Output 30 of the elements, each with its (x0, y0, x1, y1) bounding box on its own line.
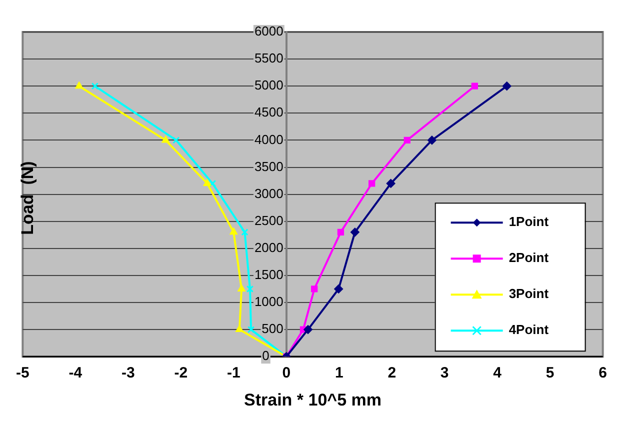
y-tick-label: 3000 (254, 186, 284, 201)
y-tick-label: 1500 (254, 267, 284, 282)
x-axis-title: Strain * 10^5 mm (244, 390, 382, 410)
x-tick-label: 6 (598, 364, 607, 382)
y-tick-label: 500 (262, 321, 284, 336)
y-tick-label: 5500 (254, 50, 284, 66)
y-tick-label: 2500 (254, 212, 284, 228)
x-tick-label: 2 (388, 364, 396, 382)
legend-label: 1Point (508, 214, 550, 230)
x-tick-label: 5 (546, 364, 554, 382)
x-tick-label: -5 (16, 364, 30, 382)
y-tick-label: 4500 (254, 104, 284, 120)
x-tick-label: 3 (440, 364, 449, 382)
x-tick-label: -4 (68, 364, 83, 382)
y-tick-label: 2000 (254, 240, 284, 255)
legend-label: 2Point (508, 250, 550, 266)
y-tick-label: 4000 (254, 132, 284, 147)
y-tick-label: 0 (262, 348, 270, 364)
x-tick-label: -3 (121, 364, 135, 382)
y-tick-label: 1000 (254, 294, 284, 310)
x-tick-label: 1 (334, 364, 344, 382)
y-tick-label: 3500 (254, 158, 284, 174)
y-tick-label: 6000 (254, 24, 284, 39)
y-tick-label: 5000 (254, 78, 284, 93)
y-axis-title: Load (N) (18, 161, 38, 235)
legend-label: 4Point (508, 322, 550, 338)
x-tick-label: -1 (226, 364, 240, 382)
legend-label: 3Point (508, 286, 550, 302)
x-tick-label: -2 (174, 364, 188, 382)
x-tick-label: 4 (493, 364, 502, 382)
